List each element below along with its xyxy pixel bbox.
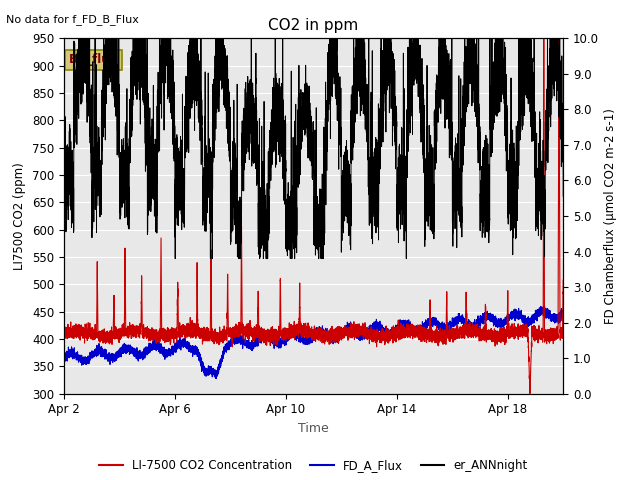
X-axis label: Time: Time bbox=[298, 422, 329, 435]
Y-axis label: LI7500 CO2 (ppm): LI7500 CO2 (ppm) bbox=[13, 162, 26, 270]
Legend: LI-7500 CO2 Concentration, FD_A_Flux, er_ANNnight: LI-7500 CO2 Concentration, FD_A_Flux, er… bbox=[94, 454, 533, 477]
Title: CO2 in ppm: CO2 in ppm bbox=[268, 18, 359, 33]
Y-axis label: FD Chamberflux (μmol CO2 m-2 s-1): FD Chamberflux (μmol CO2 m-2 s-1) bbox=[604, 108, 618, 324]
Text: BA_flux: BA_flux bbox=[69, 53, 118, 66]
Text: No data for f_FD_B_Flux: No data for f_FD_B_Flux bbox=[6, 14, 140, 25]
